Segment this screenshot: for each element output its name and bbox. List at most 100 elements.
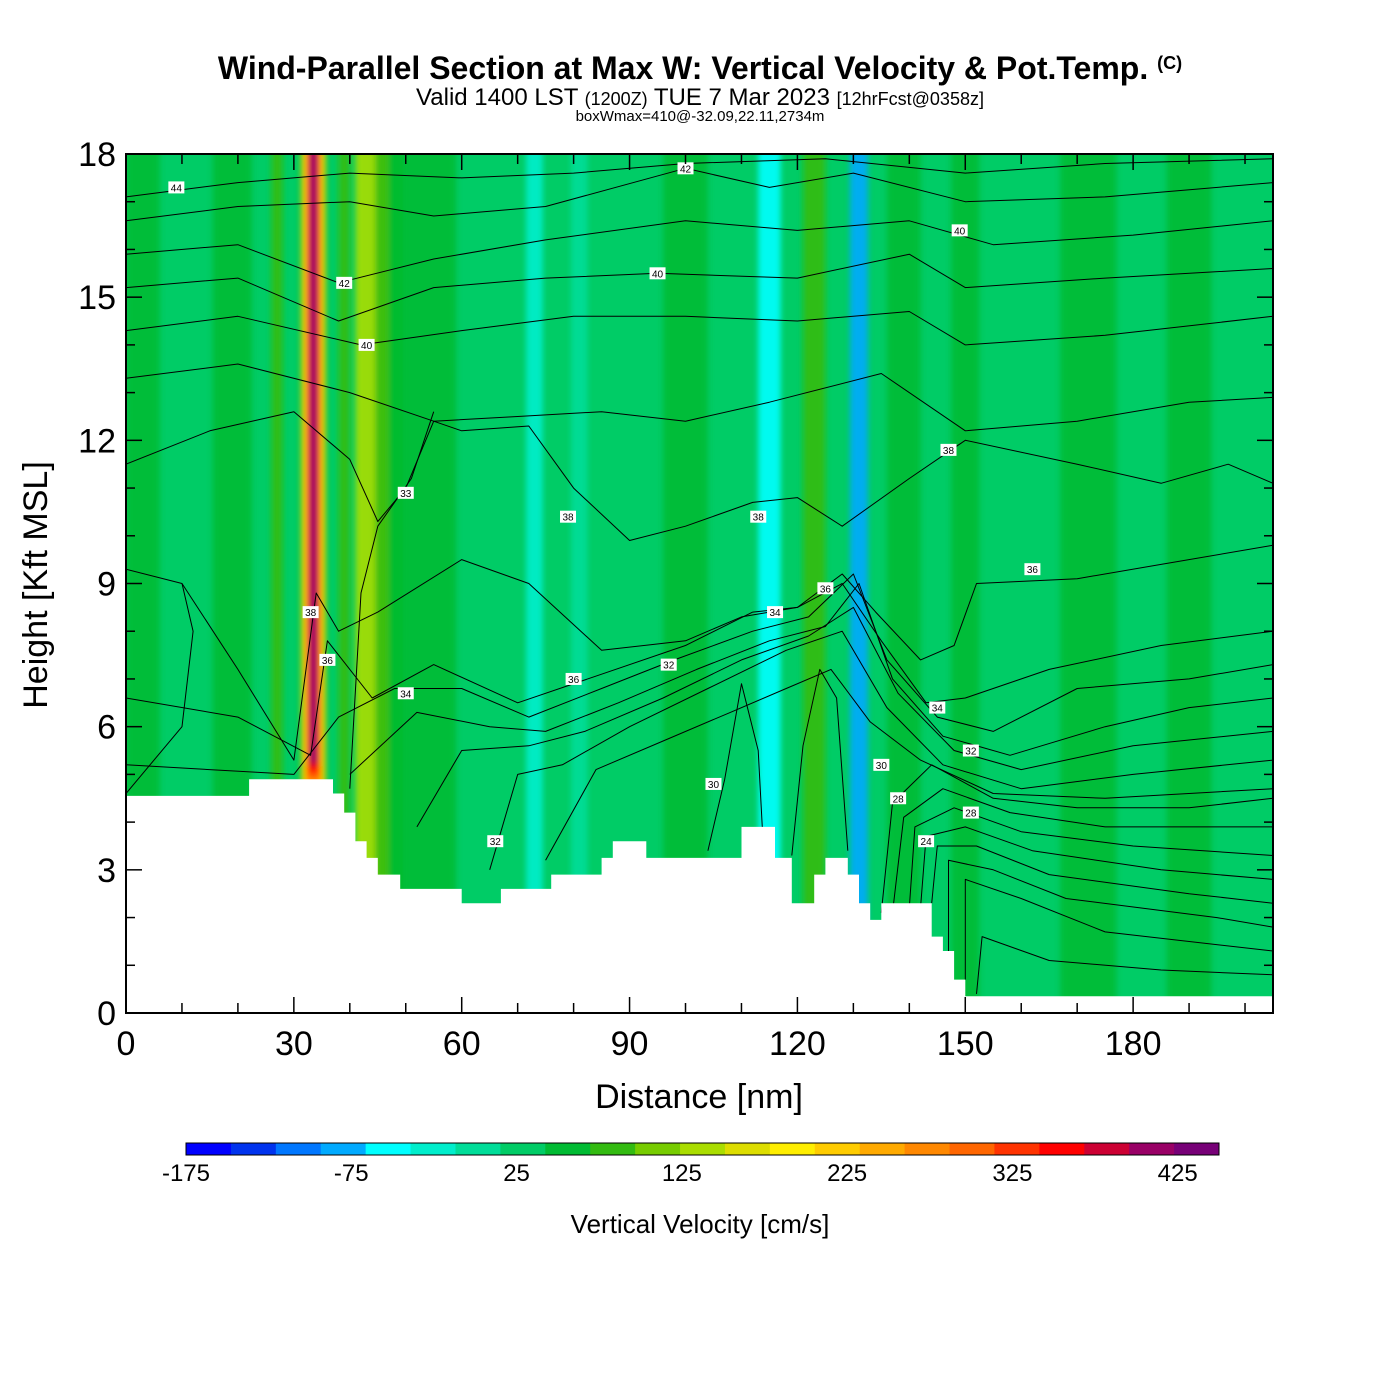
theta-contour: [126, 573, 1273, 775]
colorbar: -175 -75 25 125 225 325 425: [162, 1142, 1220, 1187]
svg-text:33: 33: [400, 489, 412, 500]
svg-text:40: 40: [652, 269, 664, 280]
x-axis-label: Distance [nm]: [595, 1078, 803, 1116]
colorbar-swatch: [949, 1143, 995, 1155]
colorbar-swatch: [680, 1143, 726, 1155]
svg-text:42: 42: [680, 164, 692, 175]
svg-text:36: 36: [322, 656, 334, 667]
y-tick-label: 6: [97, 709, 116, 747]
chart-title-text: Wind-Parallel Section at Max W: Vertical…: [217, 50, 1149, 86]
theta-contour: [908, 807, 1273, 909]
colorbar-swatch: [859, 1143, 906, 1155]
svg-text:32: 32: [663, 661, 675, 672]
valid-zulu: (1200Z): [584, 89, 648, 109]
colorbar-swatch: [724, 1143, 771, 1155]
svg-text:42: 42: [339, 279, 351, 290]
theta-contour: [126, 583, 194, 794]
theta-contour: [126, 544, 1273, 761]
svg-text:30: 30: [876, 761, 888, 772]
contour-label: 36: [565, 672, 582, 686]
y-axis-label: Height [Kft MSL]: [17, 461, 55, 709]
velocity-band: [338, 154, 350, 1013]
svg-text:34: 34: [769, 608, 781, 619]
svg-text:32: 32: [965, 747, 977, 758]
contour-label: 36: [319, 653, 336, 667]
theta-contour: [126, 411, 1273, 541]
contour-label: 33: [397, 486, 414, 500]
colorbar-swatch: [545, 1143, 591, 1155]
colorbar-swatch: [500, 1143, 546, 1155]
contour-label: 44: [168, 181, 185, 194]
svg-text:44: 44: [171, 183, 183, 194]
contour-label: 42: [677, 162, 694, 175]
contour-label: 38: [750, 510, 767, 524]
colorbar-tick-label: 225: [827, 1160, 867, 1187]
theta-contour: [126, 311, 1273, 346]
chart-title: Wind-Parallel Section at Max W: Vertical…: [0, 50, 1400, 87]
colorbar-tick-label: 325: [992, 1160, 1032, 1187]
svg-text:28: 28: [965, 809, 977, 820]
y-tick-label: 12: [78, 422, 116, 460]
y-tick-label: 15: [78, 279, 116, 317]
theta-contour: [126, 220, 1273, 284]
contour-label: 36: [1024, 563, 1041, 576]
y-tick-label: 9: [97, 566, 116, 604]
contour-label: 38: [560, 510, 577, 524]
contour-label: 30: [873, 758, 890, 772]
svg-text:38: 38: [305, 608, 317, 619]
terrain-mask: [126, 779, 1273, 1013]
svg-text:40: 40: [361, 341, 373, 352]
contour-label: 32: [487, 835, 504, 848]
velocity-band: [570, 154, 588, 1013]
theta-contour: [948, 859, 1273, 951]
x-tick-label: 180: [1105, 1025, 1162, 1063]
valid-date: TUE 7 Mar 2023: [653, 84, 830, 111]
y-tick-label: 18: [78, 136, 116, 174]
colorbar-swatch: [590, 1143, 636, 1155]
colorbar-swatch: [635, 1143, 681, 1155]
colorbar-swatch: [904, 1143, 951, 1155]
contour-label: 40: [951, 224, 968, 237]
svg-text:34: 34: [400, 689, 412, 700]
svg-text:30: 30: [708, 780, 720, 791]
y-tick-label: 3: [97, 852, 116, 890]
svg-text:36: 36: [820, 584, 832, 595]
contour-label: 28: [962, 806, 979, 820]
velocity-band: [271, 154, 283, 1013]
theta-contour: [964, 878, 1273, 980]
colorbar-swatch: [320, 1143, 367, 1155]
svg-text:34: 34: [932, 704, 944, 715]
x-tick-label: 60: [443, 1025, 481, 1063]
velocity-band: [758, 154, 781, 1013]
svg-text:38: 38: [943, 446, 955, 457]
terrain: [126, 779, 1273, 1013]
theta-contour: [920, 826, 1273, 909]
theta-contour: [349, 411, 435, 789]
colorbar-tick-label: 425: [1158, 1160, 1198, 1187]
colorbar-tick-label: 125: [662, 1160, 702, 1187]
contour-label: 24: [918, 835, 935, 848]
x-tick-label: 90: [611, 1025, 649, 1063]
colorbar-swatch: [275, 1143, 322, 1155]
colorbar-swatch: [1174, 1143, 1220, 1155]
contour-label: 36: [817, 582, 834, 595]
contour-label: 40: [649, 267, 666, 280]
colorbar-swatch: [769, 1143, 816, 1155]
svg-text:24: 24: [921, 837, 933, 848]
theta-contour: [791, 668, 849, 856]
forecast-info: [12hrFcst@0358z]: [836, 89, 984, 109]
velocity-band: [1166, 154, 1212, 1013]
colorbar-swatch: [814, 1143, 861, 1155]
x-tick-label: 120: [769, 1025, 826, 1063]
colorbar-tick-label: -175: [162, 1160, 210, 1187]
theta-contour: [892, 788, 1273, 913]
x-tick-label: 150: [937, 1025, 994, 1063]
copyright-mark: (C): [1157, 53, 1183, 73]
svg-text:36: 36: [1027, 565, 1039, 576]
colorbar-tick-label: 25: [503, 1160, 530, 1187]
contour-labels: 44 42 40 33 38 36 34 32 42 40 38 38 36 32 34 36 30 40 38 36…: [168, 162, 1041, 848]
contour-label: 34: [929, 701, 946, 715]
colorbar-swatch: [1129, 1143, 1175, 1155]
